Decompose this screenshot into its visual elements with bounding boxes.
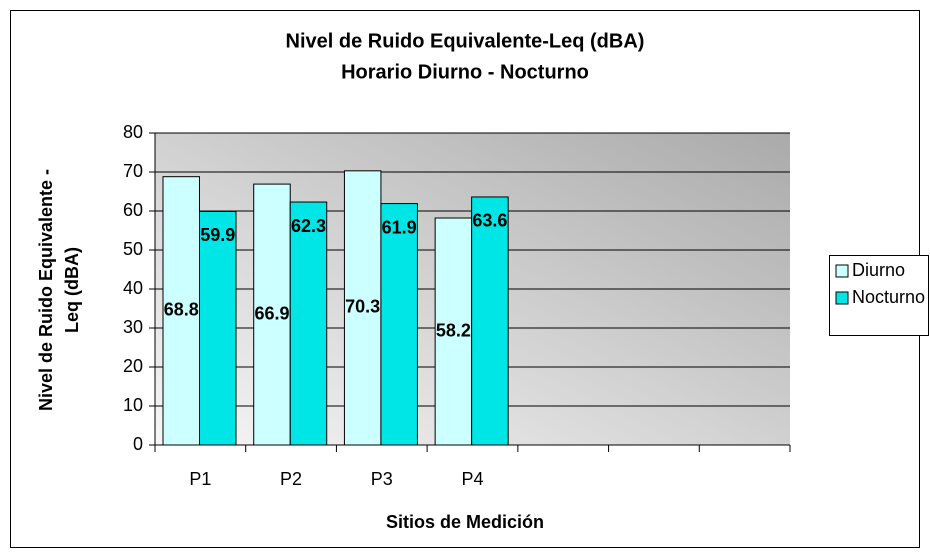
data-label: 61.9 <box>382 217 417 237</box>
legend-swatch <box>835 291 849 305</box>
bar <box>380 203 418 446</box>
x-tick-label: P4 <box>461 469 483 489</box>
y-tick-label: 80 <box>123 122 143 142</box>
legend-label: Nocturno <box>852 287 925 307</box>
bar <box>471 196 509 446</box>
data-label: 68.8 <box>164 300 199 320</box>
data-label: 70.3 <box>345 297 380 317</box>
chart-subtitle: Horario Diurno - Nocturno <box>341 61 589 83</box>
y-axis-title: Nivel de Ruido Equivalente - Leq (dBA) <box>36 169 82 411</box>
y-tick-label: 60 <box>123 200 143 220</box>
data-label: 66.9 <box>254 303 289 323</box>
y-tick-label: 50 <box>123 239 143 259</box>
data-label: 58.2 <box>436 320 471 340</box>
y-tick-label: 40 <box>123 278 143 298</box>
y-tick-label: 70 <box>123 161 143 181</box>
x-axis-title: Sitios de Medición <box>386 512 544 532</box>
bar <box>199 210 237 446</box>
y-tick-label: 0 <box>133 434 143 454</box>
y-axis-title-line: Nivel de Ruido Equivalente - <box>36 169 56 411</box>
bar <box>162 176 200 446</box>
x-tick-label: P2 <box>280 469 302 489</box>
legend-label: Diurno <box>852 260 905 280</box>
y-axis-title-line: Leq (dBA) <box>62 247 82 333</box>
x-tick-label: P1 <box>189 469 211 489</box>
y-tick-label: 20 <box>123 356 143 376</box>
data-label: 63.6 <box>472 211 507 231</box>
legend-swatch <box>835 264 849 278</box>
data-label: 59.9 <box>200 225 235 245</box>
y-tick-label: 30 <box>123 317 143 337</box>
bar <box>434 217 473 446</box>
bar <box>343 170 382 446</box>
data-label: 62.3 <box>291 216 326 236</box>
y-tick-label: 10 <box>123 395 143 415</box>
chart-title: Nivel de Ruido Equivalente-Leq (dBA) <box>286 30 645 52</box>
x-tick-label: P3 <box>371 469 393 489</box>
bar <box>289 201 328 446</box>
